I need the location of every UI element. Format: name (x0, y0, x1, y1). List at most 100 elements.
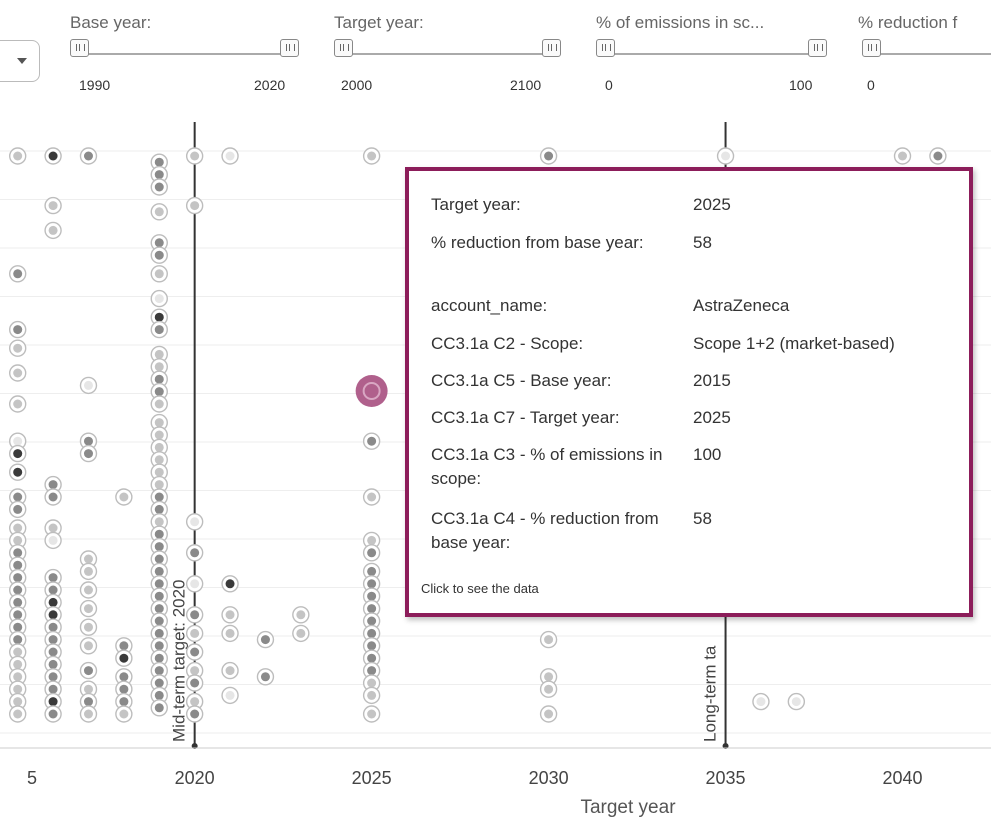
data-point[interactable] (752, 692, 770, 711)
data-point[interactable] (362, 624, 381, 643)
slider-track[interactable] (342, 53, 560, 55)
data-point[interactable] (44, 488, 62, 506)
data-point[interactable] (79, 147, 98, 165)
slider-min-handle[interactable] (70, 39, 89, 57)
slider-max-handle[interactable] (280, 39, 299, 57)
data-point[interactable] (79, 618, 98, 636)
slider-track[interactable] (78, 53, 296, 55)
data-point[interactable] (221, 624, 239, 643)
data-point[interactable] (539, 705, 558, 723)
data-point[interactable] (8, 606, 27, 624)
data-point[interactable] (893, 147, 912, 165)
slider-min-handle[interactable] (596, 39, 615, 57)
data-point[interactable] (8, 265, 27, 283)
data-point[interactable] (8, 395, 27, 413)
data-point[interactable] (362, 686, 381, 705)
data-point[interactable] (362, 637, 381, 655)
data-point[interactable] (8, 643, 27, 661)
highlighted-point[interactable] (355, 375, 388, 407)
data-point[interactable] (150, 463, 168, 481)
data-point[interactable] (150, 178, 168, 196)
data-point[interactable] (150, 475, 168, 494)
data-point[interactable] (115, 705, 133, 723)
data-point[interactable] (150, 649, 168, 667)
data-point[interactable] (44, 475, 62, 494)
data-point[interactable] (79, 581, 98, 599)
data-point[interactable] (150, 413, 168, 432)
data-point[interactable] (150, 165, 168, 184)
data-point[interactable] (150, 358, 168, 376)
see-data-link[interactable]: Click to see the data (421, 581, 539, 596)
data-point[interactable] (221, 575, 239, 593)
data-point[interactable] (44, 581, 62, 599)
data-point[interactable] (44, 705, 62, 723)
data-point[interactable] (8, 556, 27, 574)
data-point[interactable] (8, 668, 27, 686)
data-point[interactable] (362, 488, 381, 506)
data-point[interactable] (150, 234, 168, 252)
data-point[interactable] (716, 147, 735, 165)
data-point[interactable] (256, 668, 275, 686)
data-point[interactable] (150, 320, 168, 339)
data-point[interactable] (185, 624, 204, 643)
data-point[interactable] (150, 382, 168, 401)
data-point[interactable] (79, 705, 98, 723)
data-point[interactable] (79, 444, 98, 463)
data-point[interactable] (79, 637, 98, 655)
data-point[interactable] (929, 147, 947, 165)
data-point[interactable] (150, 537, 168, 556)
data-point[interactable] (185, 606, 204, 624)
data-point[interactable] (292, 624, 310, 643)
data-point[interactable] (362, 587, 381, 605)
data-point[interactable] (150, 265, 168, 283)
data-point[interactable] (44, 692, 62, 711)
data-point[interactable] (362, 531, 381, 550)
data-point[interactable] (8, 364, 27, 382)
data-point[interactable] (8, 519, 27, 537)
slider-min-handle[interactable] (862, 39, 881, 57)
data-point[interactable] (150, 513, 168, 531)
data-point[interactable] (150, 599, 168, 618)
data-point[interactable] (44, 593, 62, 612)
data-point[interactable] (362, 147, 381, 165)
data-point[interactable] (292, 606, 310, 624)
data-point[interactable] (221, 661, 239, 680)
slider-track[interactable] (866, 53, 991, 55)
data-point[interactable] (79, 376, 98, 395)
data-point[interactable] (150, 246, 168, 264)
data-point[interactable] (44, 606, 62, 624)
data-point[interactable] (8, 500, 27, 519)
data-point[interactable] (79, 562, 98, 581)
data-point[interactable] (185, 544, 204, 562)
data-point[interactable] (150, 308, 168, 326)
data-point[interactable] (150, 488, 168, 506)
data-point[interactable] (221, 606, 239, 624)
data-point[interactable] (150, 345, 168, 364)
data-point[interactable] (150, 575, 168, 593)
data-point[interactable] (150, 153, 168, 171)
data-point[interactable] (150, 562, 168, 581)
data-point[interactable] (539, 630, 558, 649)
data-point[interactable] (44, 680, 62, 698)
data-point[interactable] (150, 289, 168, 308)
data-point[interactable] (787, 692, 806, 711)
slider-max-handle[interactable] (542, 39, 561, 57)
data-point[interactable] (150, 500, 168, 519)
data-point[interactable] (8, 320, 27, 339)
data-point[interactable] (8, 432, 27, 450)
data-point[interactable] (362, 705, 381, 723)
data-point[interactable] (185, 147, 204, 165)
data-point[interactable] (79, 599, 98, 618)
data-point[interactable] (8, 463, 27, 481)
data-point[interactable] (185, 575, 204, 593)
data-point[interactable] (8, 630, 27, 649)
data-point[interactable] (150, 395, 168, 413)
data-point[interactable] (8, 147, 27, 165)
data-point[interactable] (539, 680, 558, 698)
data-point[interactable] (185, 643, 204, 661)
data-point[interactable] (8, 339, 27, 357)
data-point[interactable] (362, 432, 381, 450)
data-point[interactable] (8, 618, 27, 636)
data-point[interactable] (185, 196, 204, 215)
data-point[interactable] (539, 147, 558, 165)
